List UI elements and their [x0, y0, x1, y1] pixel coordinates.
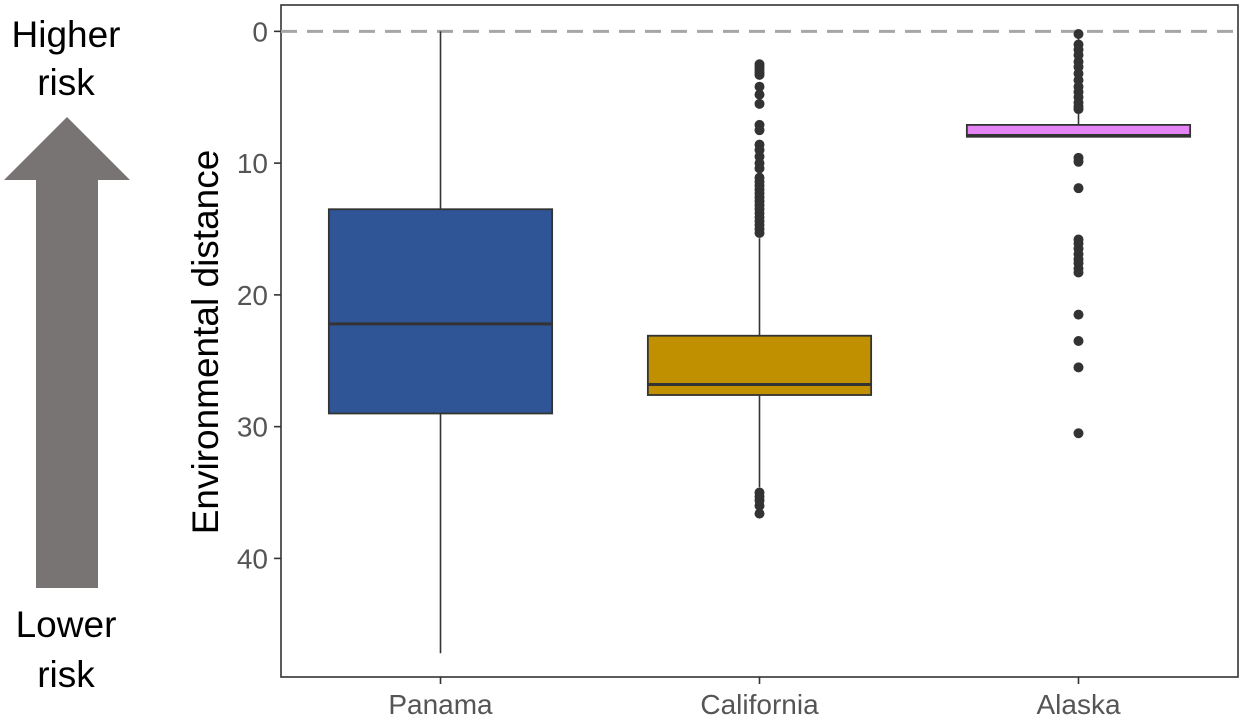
x-axis: Panama California Alaska [388, 677, 1121, 720]
higher-label-line2: risk [37, 62, 95, 103]
y-axis: 0 10 20 30 40 [237, 16, 281, 574]
outlier-point [754, 81, 765, 92]
outlier-point [754, 89, 765, 100]
outlier-point [754, 508, 765, 519]
outlier-point [1073, 156, 1084, 167]
outlier-point [1073, 336, 1084, 346]
y-tick-label: 0 [252, 16, 268, 47]
outlier-point [1073, 362, 1084, 373]
box-body [327, 208, 554, 415]
box-alaska [965, 28, 1192, 439]
y-tick-label: 10 [237, 148, 268, 179]
box-layer [327, 28, 1192, 654]
outlier-point [754, 227, 765, 238]
up-arrow-icon [4, 117, 130, 588]
box-california [646, 59, 873, 519]
y-axis-title: Environmental distance [185, 150, 226, 535]
outlier-point [754, 500, 765, 511]
lower-label-line1: Lower [16, 604, 117, 645]
risk-annotation: Higher risk Lower risk [4, 14, 130, 695]
x-tick-label: Alaska [1036, 689, 1120, 720]
outlier-point [754, 163, 765, 174]
outlier-point [754, 69, 765, 80]
y-tick-label: 30 [237, 412, 268, 443]
outlier-point [1073, 267, 1084, 278]
y-tick-label: 20 [237, 280, 268, 311]
x-tick-label: Panama [388, 689, 493, 720]
box-body [646, 334, 873, 396]
outlier-point [754, 125, 765, 136]
lower-label-line2: risk [37, 654, 95, 695]
outlier-point [1073, 28, 1084, 39]
outlier-point [1073, 183, 1084, 194]
x-tick-label: California [700, 689, 819, 720]
higher-label-line1: Higher [12, 14, 121, 55]
outlier-point [1073, 428, 1084, 439]
outlier-point [1073, 309, 1084, 320]
outlier-point [1073, 104, 1084, 115]
outlier-point [754, 98, 765, 109]
y-tick-label: 40 [237, 543, 268, 574]
box-panama [327, 31, 554, 654]
